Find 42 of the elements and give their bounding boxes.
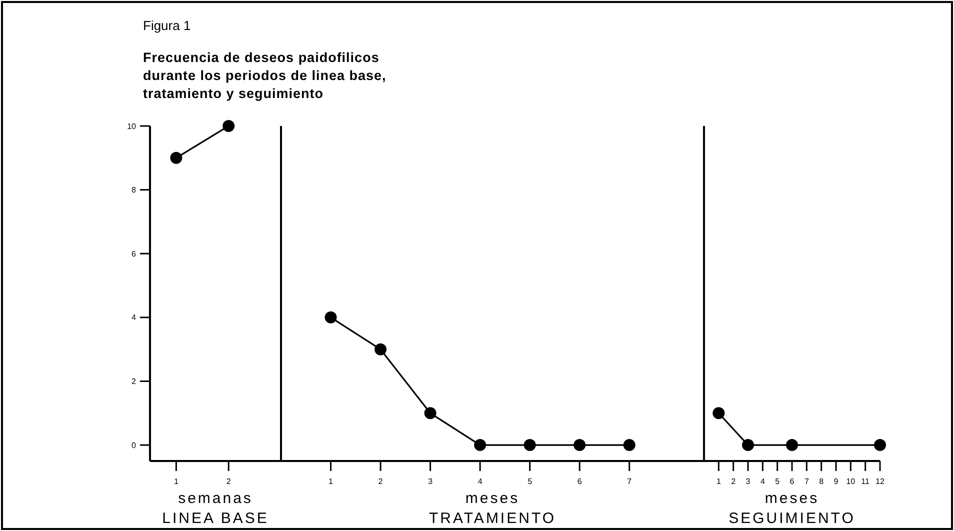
x-tick-label: 2 (378, 477, 384, 486)
x-tick-label: 1 (174, 477, 179, 486)
x-tick-label: 4 (478, 477, 483, 486)
text: SEGUIMIENTO (728, 510, 856, 527)
x-tick-label: 3 (428, 477, 434, 486)
x-tick-label: 11 (861, 477, 870, 486)
y-tick-label: 8 (132, 186, 137, 195)
y-tick-label: 10 (127, 122, 137, 131)
x-tick-label: 7 (627, 477, 632, 486)
point (374, 343, 387, 356)
x-tick-label: 4 (760, 477, 766, 486)
text: LINEA BASE (162, 510, 269, 527)
x-axis-title: meses (764, 490, 820, 507)
y-tick-label: 0 (132, 440, 137, 450)
chart-title: Frecuencia de deseos paidofilicos durante los periodos de linea base, tratamiento y seguimiento (143, 50, 386, 101)
x-tick-label: 2 (731, 477, 736, 486)
y-tick-label: 6 (132, 249, 137, 258)
x-axis-title: meses (465, 490, 520, 507)
x-tick-label: 12 (876, 477, 885, 486)
x-tick-label: 5 (528, 477, 533, 486)
x-tick-label: 9 (834, 477, 839, 486)
point (324, 311, 337, 324)
x-tick-label: 6 (790, 477, 795, 486)
x-tick-label: 6 (577, 477, 582, 486)
x-tick-label: 7 (804, 477, 810, 486)
text: TRATAMIENTO (429, 510, 556, 527)
point (474, 439, 486, 452)
x-tick-label: 5 (775, 477, 780, 486)
x-tick-label: 3 (746, 477, 751, 486)
x-tick-label: 8 (819, 477, 824, 486)
point (424, 407, 436, 420)
point (524, 439, 536, 452)
y-tick-label: 2 (132, 377, 137, 386)
x-tick-label: 1 (328, 477, 334, 486)
x-tick-label: 2 (226, 477, 232, 486)
chart-subtitle: Figura 1 (143, 18, 191, 33)
y-tick-label: 4 (132, 313, 137, 322)
x-tick-label: 1 (716, 477, 722, 486)
x-axis-title: semanas (178, 490, 253, 507)
x-tick-label: 10 (846, 477, 856, 486)
point (623, 439, 636, 452)
point (574, 439, 586, 452)
